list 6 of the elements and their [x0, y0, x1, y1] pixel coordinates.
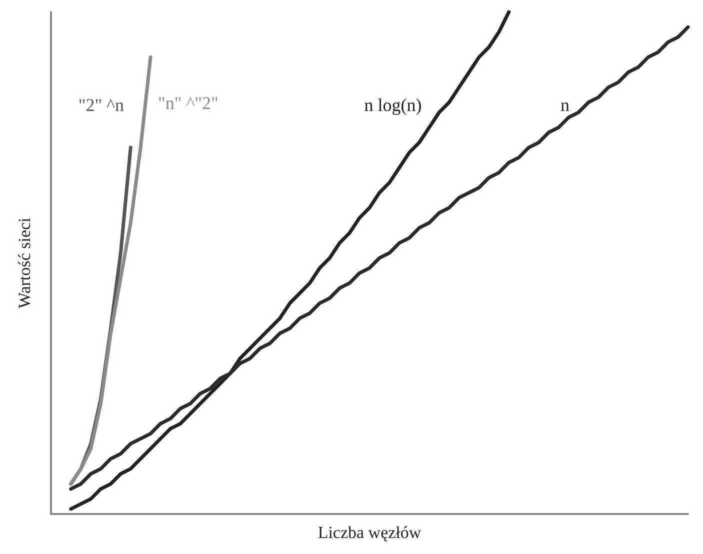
series-label: "n" ^"2" [158, 93, 218, 113]
series-label: n log(n) [364, 95, 422, 115]
series-label: n [560, 95, 570, 115]
y-axis-title: Wartość sieci [15, 217, 34, 308]
x-axis-title: Liczba węzłów [318, 523, 422, 542]
series-label: "2" ^n [78, 95, 124, 115]
